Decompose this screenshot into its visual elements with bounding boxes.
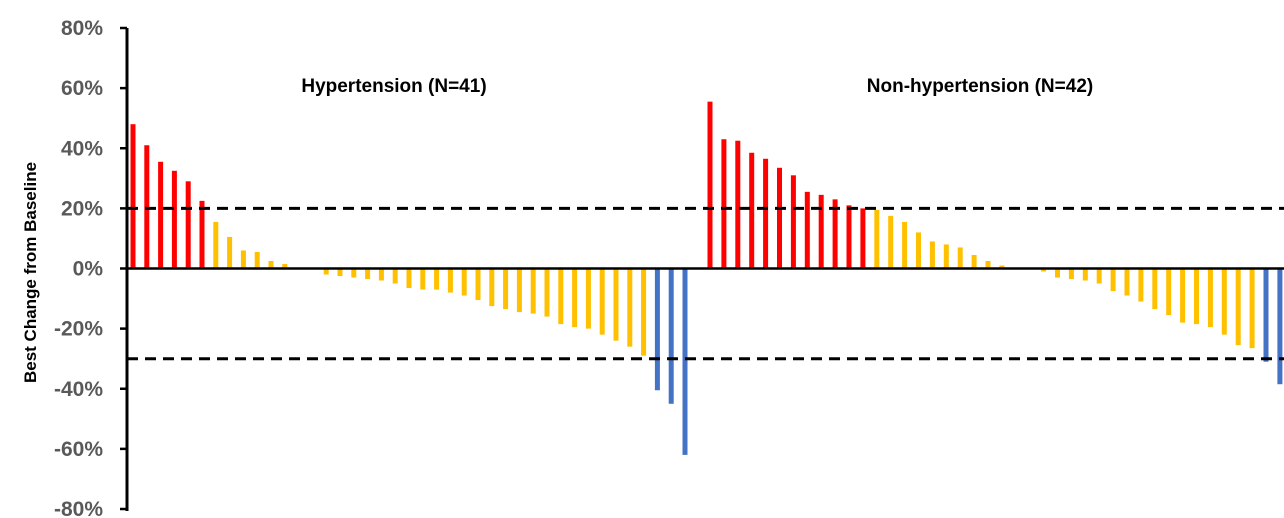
bar-stable: [365, 268, 371, 280]
bar-stable: [1068, 268, 1074, 280]
bar-stable: [1166, 268, 1172, 316]
bar-progression: [804, 191, 810, 269]
y-tick-label: 40%: [61, 137, 103, 160]
bar-progression: [171, 170, 177, 269]
bar-stable: [999, 265, 1005, 269]
bar-stable: [420, 268, 426, 290]
bar-stable: [351, 268, 357, 278]
bar-stable: [1207, 268, 1213, 328]
bar-stable: [323, 268, 329, 275]
bar-stable: [1180, 268, 1186, 323]
bar-stable: [475, 268, 481, 301]
bar-stable: [516, 268, 522, 313]
y-tick-labels: 80% 60% 40% 20% 0% -20% -40% -60% -80%: [54, 17, 127, 518]
bar-progression: [735, 140, 741, 269]
bar-stable: [227, 236, 233, 269]
bar-stable: [282, 263, 288, 269]
bars: [130, 101, 1283, 455]
bar-progression: [144, 145, 150, 269]
bar-progression: [130, 124, 136, 269]
bar-progression: [860, 208, 866, 269]
bar-response: [682, 268, 688, 455]
bar-stable: [971, 254, 977, 269]
bar-progression: [721, 139, 727, 269]
bar-stable: [613, 268, 619, 341]
bar-stable: [434, 268, 440, 290]
bar-stable: [461, 268, 467, 296]
bar-stable: [1096, 268, 1102, 284]
bar-stable: [1124, 268, 1130, 296]
group-label-hypertension: Hypertension (N=41): [301, 76, 486, 97]
bar-stable: [1041, 268, 1047, 272]
bar-stable: [447, 268, 453, 293]
bar-stable: [1249, 268, 1255, 349]
y-tick-label: 80%: [61, 17, 103, 40]
bar-stable: [1138, 268, 1144, 302]
bar-stable: [1194, 268, 1199, 325]
bar-stable: [902, 221, 908, 269]
bar-stable: [378, 268, 384, 281]
bar-stable: [392, 268, 398, 284]
y-axis-label: Best Change from Baseline: [21, 162, 40, 383]
bar-stable: [888, 215, 894, 269]
y-tick-label: 0%: [73, 258, 104, 281]
y-tick-label: -40%: [54, 378, 103, 401]
reference-lines: [127, 206, 1284, 361]
bar-stable: [1221, 268, 1227, 335]
bar-progression: [790, 175, 796, 269]
bar-stable: [489, 268, 495, 307]
bar-progression: [777, 167, 782, 269]
bar-stable: [985, 260, 991, 269]
bar-stable: [957, 247, 963, 269]
bar-stable: [1152, 268, 1158, 310]
bar-stable: [406, 268, 412, 289]
bar-stable: [268, 260, 274, 269]
bar-stable: [599, 268, 605, 335]
bar-stable: [641, 268, 647, 356]
bar-stable: [916, 232, 921, 269]
y-tick-label: 60%: [61, 77, 103, 100]
y-tick-label: -80%: [54, 498, 103, 518]
bar-stable: [1055, 268, 1060, 278]
bar-response: [1263, 268, 1269, 362]
bar-response: [668, 268, 674, 404]
bar-progression: [199, 200, 205, 269]
bar-progression: [185, 181, 191, 269]
bar-stable: [503, 268, 509, 310]
bar-progression: [818, 194, 824, 269]
bar-stable: [1110, 268, 1116, 292]
y-tick-label: -60%: [54, 438, 103, 461]
bar-stable: [530, 268, 536, 314]
bar-stable: [213, 221, 219, 269]
bar-stable: [874, 209, 880, 269]
bar-progression: [832, 199, 838, 269]
bar-progression: [749, 152, 755, 269]
bar-stable: [1082, 268, 1088, 281]
bar-stable: [337, 268, 343, 277]
bar-stable: [572, 268, 578, 328]
bar-progression: [763, 158, 769, 269]
bar-stable: [627, 268, 633, 347]
bar-progression: [158, 161, 164, 269]
bar-stable: [558, 268, 564, 325]
y-tick-label: 20%: [61, 197, 103, 220]
bar-response: [654, 268, 660, 391]
y-tick-label: -20%: [54, 318, 103, 341]
bar-stable: [1235, 268, 1241, 346]
bar-progression: [707, 101, 713, 269]
bar-stable: [943, 244, 949, 269]
bar-stable: [585, 268, 591, 329]
bar-response: [1277, 268, 1283, 385]
bar-progression: [846, 205, 852, 269]
bar-stable: [240, 250, 246, 269]
bar-stable: [929, 241, 935, 269]
group-label-non-hypertension: Non-hypertension (N=42): [867, 76, 1093, 97]
bar-stable: [544, 268, 550, 317]
bar-stable: [254, 251, 260, 269]
